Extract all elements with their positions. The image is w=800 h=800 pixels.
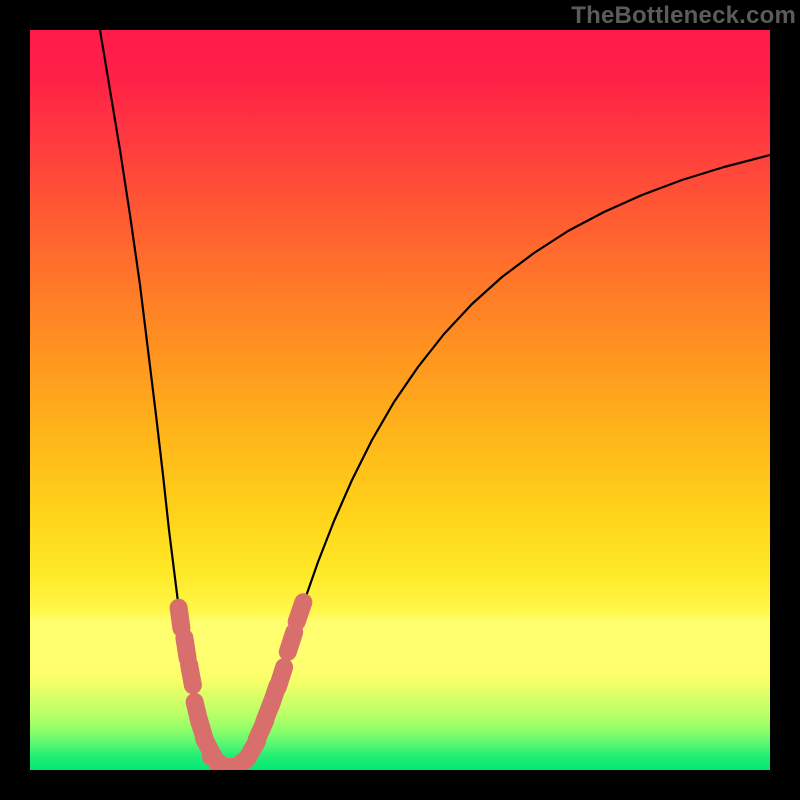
data-marker [179,608,182,629]
frame-left [0,0,30,800]
frame-bottom [0,770,800,800]
data-marker [184,638,187,658]
chart-svg [30,30,770,770]
data-marker [288,632,294,652]
watermark-text: TheBottleneck.com [571,2,796,30]
data-marker [189,665,193,685]
plot-area [30,30,770,770]
data-marker [278,667,284,687]
chart-background [30,30,770,770]
frame-right [770,0,800,800]
data-marker [297,602,304,622]
